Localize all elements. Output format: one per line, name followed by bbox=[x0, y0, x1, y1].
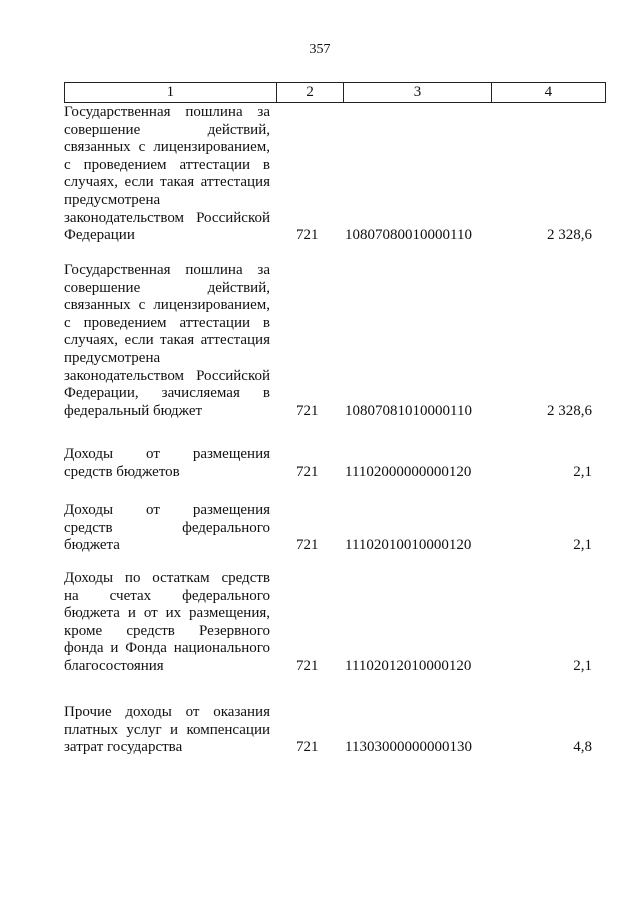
row-description: Доходы по остаткам средств на счетах феде… bbox=[64, 570, 270, 676]
page-number: 357 bbox=[309, 42, 331, 57]
row-description: Государственная пошлина за совершение дей… bbox=[64, 104, 270, 245]
description-line: средств бюджетов bbox=[64, 463, 180, 480]
description-line: Государственная пошлина за bbox=[64, 262, 270, 278]
admin-code: 721 bbox=[296, 227, 319, 244]
description-line: кроме средств Резервного bbox=[64, 622, 270, 639]
budget-classification-code: 10807081010000110 bbox=[345, 402, 472, 419]
row-description: Доходы от размещения средств федерального… bbox=[64, 502, 270, 555]
budget-classification-code: 11102012010000120 bbox=[345, 657, 472, 674]
amount: 2 328,6 bbox=[547, 402, 592, 419]
admin-code: 721 bbox=[296, 739, 319, 756]
table-row: Доходы от размещения средств федерального… bbox=[64, 502, 606, 555]
amount: 4,8 bbox=[573, 739, 592, 756]
description-line: законодательством Российской bbox=[64, 209, 270, 226]
table-row: Доходы по остаткам средств на счетах феде… bbox=[64, 570, 606, 676]
table-row: Государственная пошлина за совершение дей… bbox=[64, 262, 606, 420]
description-line: федеральный бюджет bbox=[64, 402, 203, 419]
admin-code: 721 bbox=[296, 463, 319, 480]
description-line: Федерации, зачисляемая в bbox=[64, 385, 270, 402]
description-line: связанных с лицензированием, bbox=[64, 297, 270, 314]
admin-code: 721 bbox=[296, 537, 319, 554]
description-line: средств федерального bbox=[64, 519, 270, 536]
table-row: Прочие доходы от оказания платных услуг и… bbox=[64, 704, 606, 757]
header-col-4: 4 bbox=[544, 84, 553, 100]
description-line: предусмотрена bbox=[64, 349, 161, 366]
description-line: случаях, если такая аттестация bbox=[64, 332, 270, 349]
description-line: бюджета и от их размещения, bbox=[64, 605, 270, 622]
row-description: Прочие доходы от оказания платных услуг и… bbox=[64, 704, 270, 757]
description-line: предусмотрена bbox=[64, 191, 161, 208]
description-line: Доходы по остаткам средств bbox=[64, 570, 270, 586]
description-line: совершение действий, bbox=[64, 279, 270, 296]
description-line: с проведением аттестации в bbox=[64, 156, 270, 173]
row-description: Доходы от размещения средств бюджетов bbox=[64, 446, 270, 481]
admin-code: 721 bbox=[296, 657, 319, 674]
description-line: платных услуг и компенсации bbox=[64, 721, 270, 738]
table-header: 1 2 3 4 bbox=[64, 82, 606, 103]
description-line: случаях, если такая аттестация bbox=[64, 174, 270, 191]
table-row: Доходы от размещения средств бюджетов 721 1… bbox=[64, 446, 606, 481]
budget-classification-code: 11102000000000120 bbox=[345, 463, 472, 480]
budget-classification-code: 11303000000000130 bbox=[345, 739, 472, 756]
amount: 2,1 bbox=[573, 657, 592, 674]
description-line: фонда и Фонда национального bbox=[64, 640, 270, 657]
description-line: благосостояния bbox=[64, 657, 164, 674]
description-line: затрат государства bbox=[64, 739, 183, 756]
header-col-3: 3 bbox=[344, 83, 492, 102]
budget-classification-code: 11102010010000120 bbox=[345, 537, 472, 554]
description-line: совершение действий, bbox=[64, 121, 270, 138]
description-line: Доходы от размещения bbox=[64, 446, 270, 462]
amount: 2,1 bbox=[573, 537, 592, 554]
description-line: Доходы от размещения bbox=[64, 502, 270, 518]
table-row: Государственная пошлина за совершение дей… bbox=[64, 104, 606, 245]
row-description: Государственная пошлина за совершение дей… bbox=[64, 262, 270, 420]
description-line: на счетах федерального bbox=[64, 587, 270, 604]
amount: 2,1 bbox=[573, 463, 592, 480]
description-line: связанных с лицензированием, bbox=[64, 139, 270, 156]
description-line: Федерации bbox=[64, 227, 135, 244]
description-line: с проведением аттестации в bbox=[64, 314, 270, 331]
header-col-1: 1 bbox=[65, 83, 277, 102]
header-col-2: 2 bbox=[277, 83, 345, 102]
description-line: Государственная пошлина за bbox=[64, 104, 270, 120]
description-line: Прочие доходы от оказания bbox=[64, 704, 270, 720]
amount: 2 328,6 bbox=[547, 227, 592, 244]
description-line: бюджета bbox=[64, 537, 120, 554]
admin-code: 721 bbox=[296, 402, 319, 419]
description-line: законодательством Российской bbox=[64, 367, 270, 384]
budget-classification-code: 10807080010000110 bbox=[345, 227, 472, 244]
